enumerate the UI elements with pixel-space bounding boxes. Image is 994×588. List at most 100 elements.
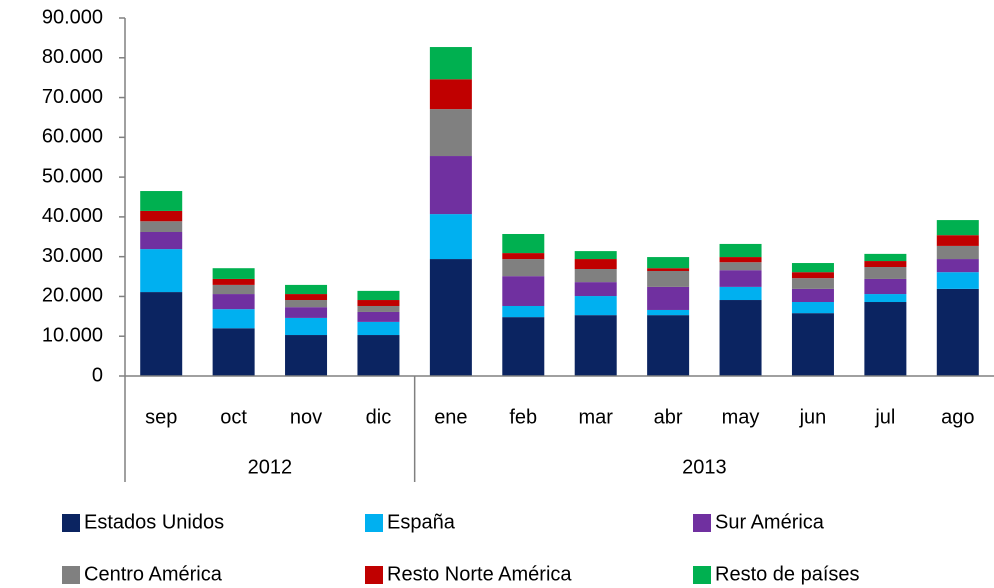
y-tick-label: 30.000 [42, 245, 103, 267]
x-tick-label: abr [654, 406, 683, 428]
bar-segment [429, 109, 472, 157]
bar-segment [212, 294, 255, 310]
bar-segment [791, 313, 834, 376]
bar-segment [936, 235, 979, 246]
legend-swatch [365, 566, 383, 584]
group-label: 2012 [248, 456, 293, 478]
bar-segment [791, 263, 834, 273]
legend-swatch [62, 566, 80, 584]
y-tick-label: 40.000 [42, 205, 103, 227]
bar-segment [936, 245, 979, 260]
bar-segment [140, 221, 183, 233]
bar-segment [285, 307, 328, 318]
bar-segment [285, 317, 328, 336]
bar-segment [357, 305, 400, 312]
bar-segment [936, 259, 979, 273]
x-tick-label: ene [434, 406, 467, 428]
bar-segment [864, 267, 907, 279]
bar-segment [502, 276, 545, 306]
bar-segment [864, 253, 907, 262]
legend-label: Resto Norte América [387, 563, 572, 585]
bar-segment [502, 259, 545, 277]
x-tick-label: feb [509, 406, 537, 428]
bar-segment [357, 290, 400, 301]
bar-segment [429, 214, 472, 260]
bar-segment [140, 292, 183, 376]
bar-segment [936, 272, 979, 289]
legend-label: Resto de países [715, 563, 860, 585]
bar-segment [212, 268, 255, 279]
bar-segment [647, 270, 690, 287]
bar-segment [140, 191, 183, 211]
legend-label: Centro América [84, 563, 223, 585]
legend-swatch [365, 514, 383, 532]
bar-segment [719, 243, 762, 258]
legend-swatch [693, 566, 711, 584]
bar-segment [212, 278, 255, 285]
x-tick-label: sep [145, 406, 177, 428]
bar-segment [429, 259, 472, 376]
bar-segment [574, 251, 617, 260]
x-tick-label: may [722, 406, 760, 428]
bar-segment [719, 257, 762, 263]
x-tick-label: oct [220, 406, 247, 428]
legend-label: Sur América [715, 511, 825, 533]
bar-segment [574, 268, 617, 283]
bar-segment [502, 253, 545, 260]
bar-segment [574, 315, 617, 376]
bar-segment [285, 284, 328, 295]
bar-segment [357, 335, 400, 376]
x-tick-label: dic [366, 406, 392, 428]
bar-segment [647, 268, 690, 271]
bar-segment [791, 278, 834, 289]
bar-segment [429, 47, 472, 80]
group-label: 2013 [682, 456, 727, 478]
bar-segment [357, 311, 400, 322]
y-tick-label: 20.000 [42, 285, 103, 307]
bar-segment [285, 335, 328, 376]
bar-segment [212, 284, 255, 295]
bar-segment [212, 309, 255, 329]
bar-segment [936, 288, 979, 376]
bar-segment [502, 317, 545, 376]
bar-segment [429, 79, 472, 110]
y-tick-label: 0 [92, 364, 103, 386]
bar-segment [502, 233, 545, 254]
y-tick-label: 80.000 [42, 46, 103, 68]
y-tick-label: 10.000 [42, 325, 103, 347]
bar-segment [647, 315, 690, 376]
bar-segment [357, 300, 400, 306]
bar-segment [429, 156, 472, 215]
bar-segment [574, 296, 617, 316]
bar-segment [140, 210, 183, 222]
legend-swatch [62, 514, 80, 532]
bar-segment [647, 257, 690, 269]
x-tick-label: jul [874, 406, 895, 428]
bar-segment [719, 262, 762, 271]
bar-segment [864, 278, 907, 295]
bar-segment [719, 270, 762, 287]
legend-label: Estados Unidos [84, 511, 224, 533]
bar-segment [936, 220, 979, 236]
legend-swatch [693, 514, 711, 532]
bar-segment [864, 294, 907, 303]
bar-segment [719, 300, 762, 376]
bar-segment [140, 232, 183, 250]
bar-segment [502, 305, 545, 318]
y-tick-label: 60.000 [42, 126, 103, 148]
y-tick-label: 70.000 [42, 86, 103, 108]
legend-label: España [387, 511, 456, 533]
y-tick-label: 50.000 [42, 165, 103, 187]
bar-segment [285, 294, 328, 301]
bar-segment [574, 282, 617, 297]
bar-segment [285, 300, 328, 308]
bar-segment [791, 288, 834, 303]
x-tick-label: nov [290, 406, 322, 428]
bar-segment [212, 328, 255, 376]
bar-segment [647, 309, 690, 316]
bar-segment [140, 249, 183, 293]
bar-segment [864, 261, 907, 268]
bar-segment [647, 286, 690, 310]
bar-segment [719, 286, 762, 301]
